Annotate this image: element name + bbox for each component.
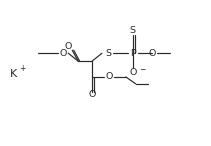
- Text: −: −: [139, 66, 146, 74]
- Text: +: +: [19, 64, 26, 73]
- Text: O: O: [129, 67, 137, 77]
- Text: S: S: [130, 26, 136, 35]
- Text: O: O: [105, 72, 113, 81]
- Text: O: O: [88, 90, 96, 99]
- Text: P: P: [130, 49, 136, 58]
- Text: K: K: [10, 69, 17, 79]
- Text: O: O: [60, 49, 67, 58]
- Text: S: S: [105, 49, 111, 58]
- Text: O: O: [148, 49, 155, 58]
- Text: O: O: [65, 42, 72, 51]
